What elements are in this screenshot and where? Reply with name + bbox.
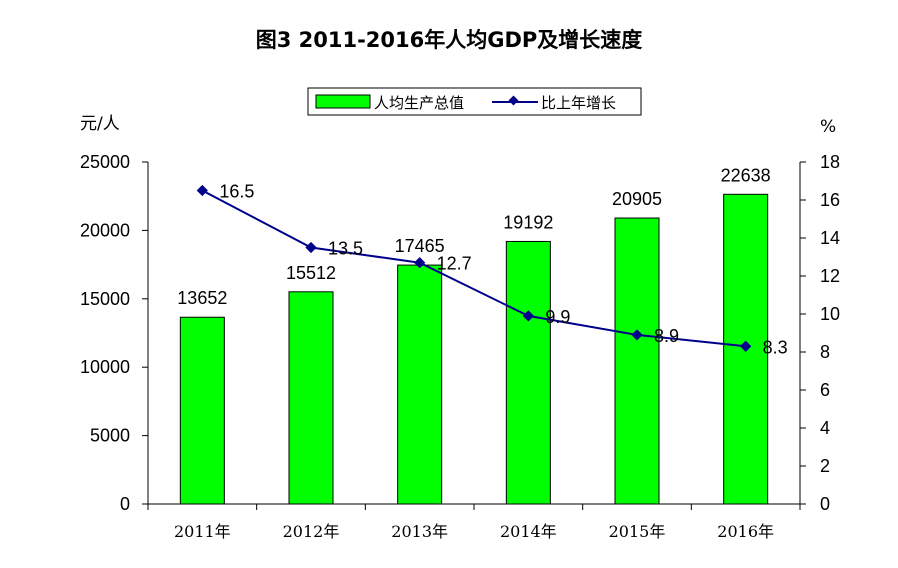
x-tick-label: 2015年 [609,522,666,541]
right-tick-label: 12 [820,266,840,286]
bar-2015年 [614,217,660,505]
x-tick-label: 2013年 [391,522,448,541]
bar-value-label: 15512 [286,263,336,283]
tick-labels: 0 5000 10000 15000 20000 25000 0 2 4 6 8 10 12 14 16 18… [80,152,840,541]
legend: 人均生产总值 比上年增长 [307,87,642,116]
right-tick-label: 10 [820,304,840,324]
line-data-labels: 16.5 13.5 12.7 9.9 8.9 8.3 [219,182,787,358]
right-tick-label: 8 [820,342,830,362]
right-axis-unit: % [820,117,836,137]
line-series [196,184,752,352]
left-tick-label: 25000 [80,152,130,172]
growth-point-2011年 [196,184,208,197]
chart-title: 图3 2011-2016年人均GDP及增长速度 [256,28,643,52]
left-axis-unit: 元/人 [80,114,120,134]
right-tick-label: 2 [820,456,830,476]
left-tick-label: 20000 [80,220,130,240]
bar-data-labels: 13652 15512 17465 19192 20905 22638 [177,165,770,308]
legend-line-label: 比上年增长 [541,94,616,112]
growth-point-2015年 [631,329,643,341]
line-value-label: 16.5 [219,182,254,202]
bar-value-label: 19192 [503,212,553,232]
right-tick-label: 6 [820,380,830,400]
right-tick-label: 16 [820,190,840,210]
bar-value-label: 22638 [721,165,771,185]
line-value-label: 12.7 [437,254,472,274]
bar-2013年 [397,264,443,505]
axes [142,161,806,510]
right-tick-label: 18 [820,152,840,172]
x-tick-label: 2012年 [283,522,340,541]
bar-2012年 [288,291,334,505]
bar-series [179,193,769,505]
growth-point-2012年 [305,241,317,254]
left-tick-label: 15000 [80,289,130,309]
left-tick-label: 0 [120,494,130,514]
line-value-label: 8.3 [763,337,788,357]
x-tick-label: 2016年 [717,522,774,541]
growth-point-2013年 [414,257,426,269]
left-tick-label: 10000 [80,357,130,377]
growth-point-2014年 [522,310,534,322]
line-value-label: 9.9 [545,307,570,327]
bar-2014年 [505,240,551,505]
bar-value-label: 20905 [612,189,662,209]
line-value-label: 13.5 [328,239,363,259]
growth-line [201,189,746,348]
right-tick-label: 14 [820,228,840,248]
bar-value-label: 17465 [395,236,445,256]
right-tick-label: 0 [820,494,830,514]
right-tick-label: 4 [820,418,830,438]
left-tick-label: 5000 [90,426,130,446]
x-tick-label: 2011年 [174,522,231,541]
growth-point-2016年 [740,340,752,352]
x-tick-label: 2014年 [500,522,557,541]
legend-bar-swatch [315,94,371,109]
line-value-label: 8.9 [654,326,679,346]
bar-2011年 [179,316,225,505]
legend-bar-label: 人均生产总值 [374,94,464,112]
bar-value-label: 13652 [177,288,227,308]
